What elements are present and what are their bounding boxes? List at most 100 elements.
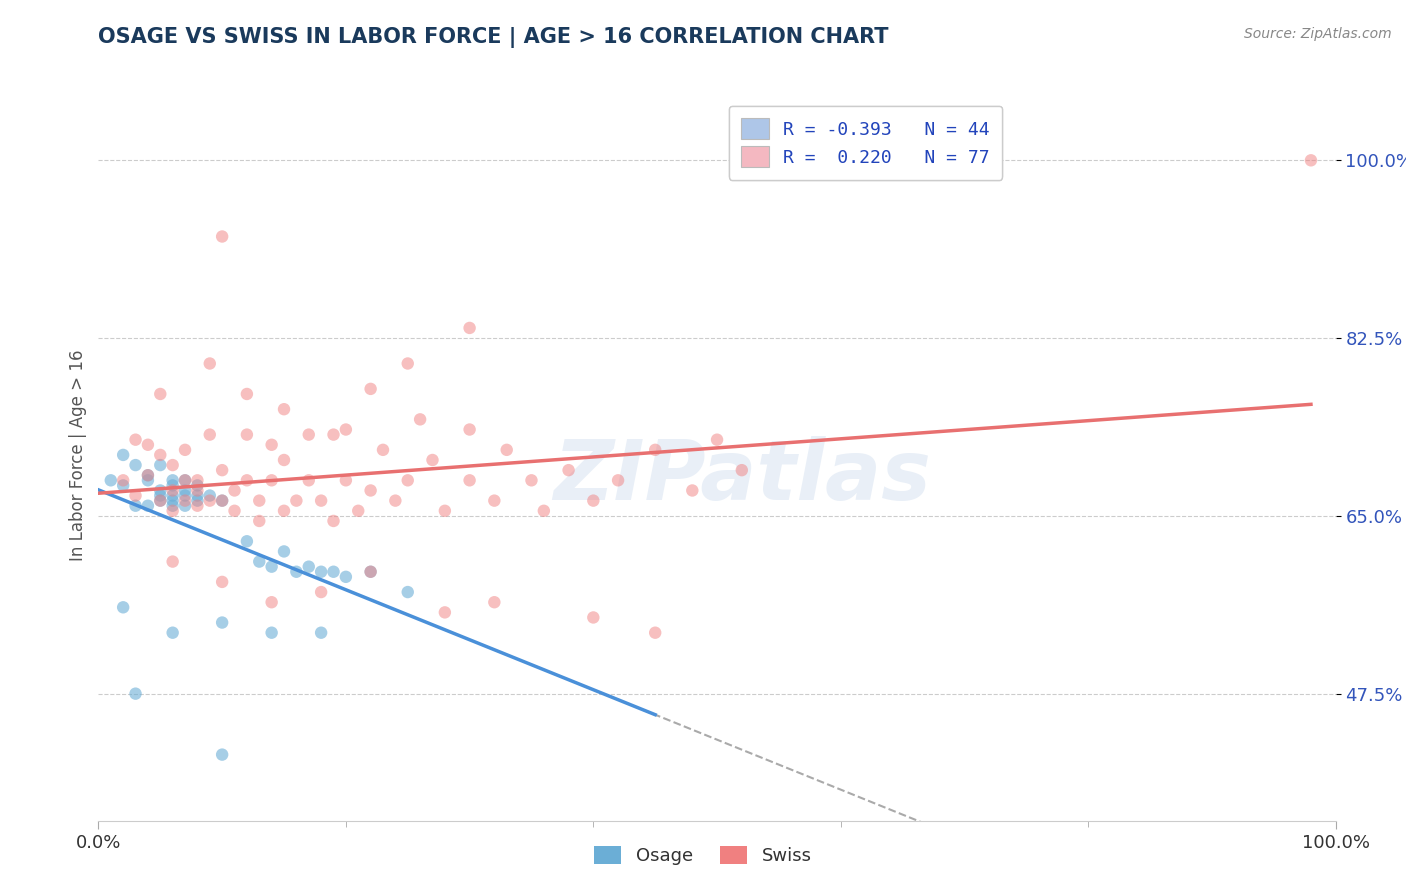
Y-axis label: In Labor Force | Age > 16: In Labor Force | Age > 16	[69, 349, 87, 561]
Point	[607, 473, 630, 487]
Point	[644, 442, 666, 457]
Point	[309, 585, 332, 599]
Point	[174, 489, 197, 503]
Point	[198, 493, 221, 508]
Text: ZIPatlas: ZIPatlas	[553, 436, 931, 517]
Point	[458, 321, 481, 335]
Point	[174, 473, 197, 487]
Point	[149, 489, 172, 503]
Point	[100, 473, 122, 487]
Point	[495, 442, 517, 457]
Point	[582, 493, 605, 508]
Point	[247, 555, 270, 569]
Point	[124, 489, 146, 503]
Point	[396, 473, 419, 487]
Point	[186, 493, 208, 508]
Point	[162, 499, 184, 513]
Point	[162, 504, 184, 518]
Point	[557, 463, 579, 477]
Point	[322, 514, 344, 528]
Point	[247, 514, 270, 528]
Point	[112, 600, 135, 615]
Text: OSAGE VS SWISS IN LABOR FORCE | AGE > 16 CORRELATION CHART: OSAGE VS SWISS IN LABOR FORCE | AGE > 16…	[98, 27, 889, 48]
Point	[247, 493, 270, 508]
Point	[136, 468, 159, 483]
Point	[136, 499, 159, 513]
Point	[260, 438, 283, 452]
Point	[162, 483, 184, 498]
Point	[360, 565, 382, 579]
Point	[422, 453, 444, 467]
Point	[298, 559, 321, 574]
Point	[731, 463, 754, 477]
Point	[198, 427, 221, 442]
Point	[396, 357, 419, 371]
Point	[458, 473, 481, 487]
Point	[371, 442, 394, 457]
Point	[309, 625, 332, 640]
Point	[149, 387, 172, 401]
Point	[236, 427, 259, 442]
Point	[112, 478, 135, 492]
Point	[211, 463, 233, 477]
Point	[433, 504, 456, 518]
Point	[644, 625, 666, 640]
Point	[360, 382, 382, 396]
Point	[298, 427, 321, 442]
Point	[273, 453, 295, 467]
Legend: Osage, Swiss: Osage, Swiss	[585, 837, 821, 874]
Point	[149, 493, 172, 508]
Point	[211, 493, 233, 508]
Point	[260, 625, 283, 640]
Point	[384, 493, 406, 508]
Point	[681, 483, 703, 498]
Point	[322, 427, 344, 442]
Point	[112, 473, 135, 487]
Point	[335, 473, 357, 487]
Point	[236, 534, 259, 549]
Point	[211, 615, 233, 630]
Point	[273, 504, 295, 518]
Point	[162, 458, 184, 472]
Point	[298, 473, 321, 487]
Point	[360, 565, 382, 579]
Point	[335, 570, 357, 584]
Point	[236, 473, 259, 487]
Point	[186, 499, 208, 513]
Point	[162, 555, 184, 569]
Point	[174, 473, 197, 487]
Point	[149, 493, 172, 508]
Point	[347, 504, 370, 518]
Point	[162, 478, 184, 492]
Point	[260, 595, 283, 609]
Point	[162, 625, 184, 640]
Point	[174, 499, 197, 513]
Point	[174, 493, 197, 508]
Point	[322, 565, 344, 579]
Point	[409, 412, 432, 426]
Point	[236, 387, 259, 401]
Point	[484, 493, 506, 508]
Point	[149, 483, 172, 498]
Point	[186, 478, 208, 492]
Point	[149, 458, 172, 472]
Point	[706, 433, 728, 447]
Point	[458, 423, 481, 437]
Point	[162, 473, 184, 487]
Point	[124, 458, 146, 472]
Point	[309, 493, 332, 508]
Point	[582, 610, 605, 624]
Point	[285, 565, 308, 579]
Point	[162, 493, 184, 508]
Point	[136, 438, 159, 452]
Point	[174, 442, 197, 457]
Point	[396, 585, 419, 599]
Point	[124, 687, 146, 701]
Point	[533, 504, 555, 518]
Point	[260, 473, 283, 487]
Point	[309, 565, 332, 579]
Point	[433, 606, 456, 620]
Point	[335, 423, 357, 437]
Point	[136, 473, 159, 487]
Point	[224, 483, 246, 498]
